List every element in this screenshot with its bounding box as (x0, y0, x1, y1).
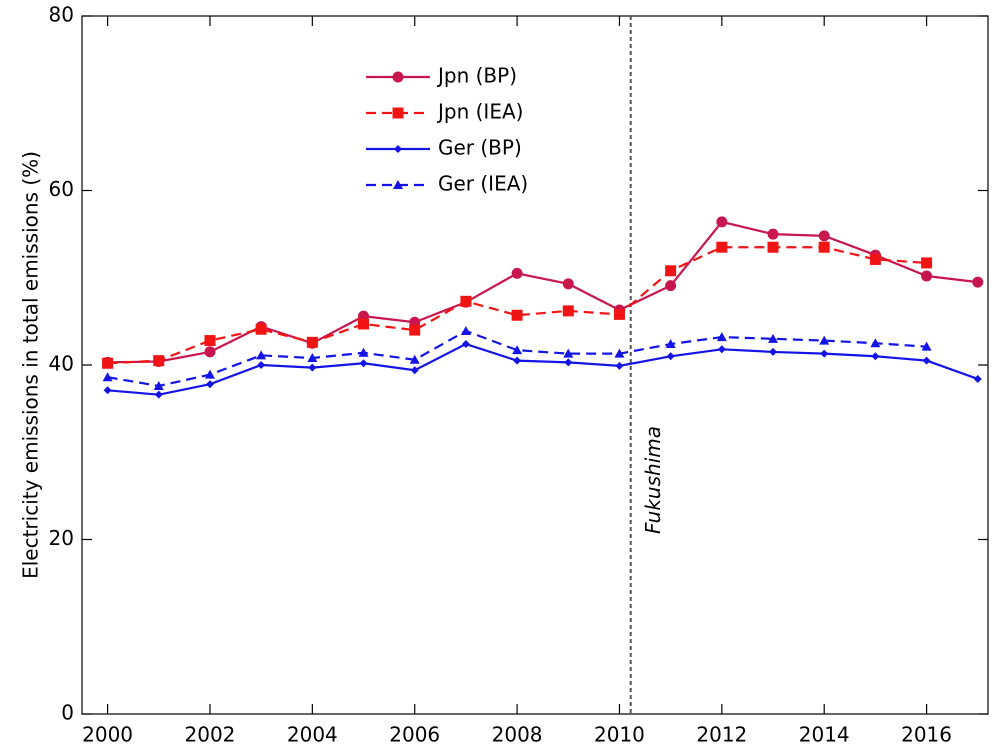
y-tick-label: 20 (49, 526, 74, 550)
marker (306, 336, 318, 348)
marker (204, 369, 215, 379)
x-tick-label: 2012 (696, 723, 747, 747)
x-tick-label: 2014 (799, 723, 850, 747)
marker (869, 253, 881, 265)
legend-label: Jpn (IEA) (436, 100, 523, 124)
marker (513, 356, 522, 365)
marker (153, 355, 165, 367)
marker (511, 309, 523, 321)
legend: Jpn (BP) Jpn (IEA) Ger (BP) Ger (IEA) (366, 64, 528, 196)
marker (256, 350, 267, 360)
marker (613, 308, 625, 320)
marker (819, 335, 830, 345)
marker (717, 345, 726, 354)
y-axis-label: Electricity emissions in total emissions… (19, 151, 43, 579)
legend-label: Jpn (BP) (436, 64, 517, 88)
x-tick-label: 2010 (594, 723, 645, 747)
marker (665, 265, 677, 277)
marker (871, 352, 880, 361)
marker (767, 241, 779, 253)
x-tick-label: 2000 (82, 723, 133, 747)
marker (257, 361, 266, 369)
marker (973, 374, 982, 383)
marker (665, 339, 676, 349)
event-label: Fukushima (641, 426, 665, 534)
marker (922, 356, 931, 365)
x-tick-label: 2004 (287, 723, 338, 747)
marker (562, 305, 574, 317)
marker (204, 346, 216, 358)
marker (921, 257, 933, 269)
marker (820, 349, 829, 358)
marker (392, 107, 404, 119)
marker (666, 352, 675, 361)
marker (205, 380, 214, 389)
marker (102, 372, 113, 382)
y-tick-label: 80 (49, 3, 74, 27)
plot-frame (81, 15, 989, 715)
marker (665, 280, 677, 292)
marker (921, 341, 932, 351)
marker (460, 295, 472, 307)
marker (818, 241, 830, 253)
marker (716, 216, 728, 228)
marker (716, 241, 728, 253)
series-line (107, 342, 979, 396)
x-tick-label: 2002 (185, 723, 236, 747)
marker (563, 348, 574, 358)
marker (153, 380, 164, 390)
marker (359, 359, 368, 368)
marker (358, 347, 369, 357)
marker (204, 335, 216, 347)
marker (410, 366, 419, 375)
marker (769, 347, 778, 356)
marker (461, 340, 470, 349)
marker (393, 180, 403, 189)
marker (154, 390, 163, 399)
marker (716, 332, 727, 342)
marker (614, 348, 625, 358)
y-tick-label: 60 (49, 177, 74, 201)
legend-label: Ger (IEA) (438, 172, 528, 196)
marker (392, 71, 404, 83)
marker (307, 353, 318, 363)
marker (870, 338, 881, 348)
marker (358, 318, 370, 330)
x-tick-label: 2016 (901, 723, 952, 747)
marker (767, 228, 779, 240)
marker (768, 333, 779, 343)
marker (308, 363, 317, 372)
marker (511, 267, 523, 279)
marker (921, 270, 933, 282)
x-tick-label: 2006 (389, 723, 440, 747)
marker (102, 357, 114, 369)
marker (972, 276, 984, 288)
marker (818, 230, 830, 242)
y-tick-label: 0 (61, 701, 74, 725)
marker (103, 386, 112, 395)
series-line (107, 246, 927, 365)
marker (394, 145, 402, 153)
marker (460, 325, 471, 335)
marker (615, 361, 624, 370)
marker (409, 324, 421, 336)
marker (562, 278, 574, 290)
marker (409, 354, 420, 364)
marker (512, 345, 523, 355)
legend-label: Ger (BP) (438, 136, 522, 160)
marker (255, 323, 267, 335)
x-tick-label: 2008 (492, 723, 543, 747)
y-tick-label: 40 (49, 352, 74, 376)
marker (564, 358, 573, 367)
